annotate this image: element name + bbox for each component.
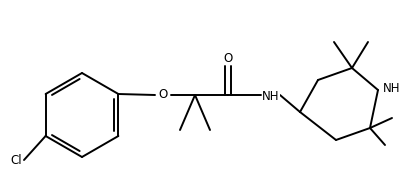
Text: NH: NH bbox=[383, 81, 400, 94]
Text: O: O bbox=[158, 89, 168, 102]
Text: Cl: Cl bbox=[10, 153, 22, 166]
Text: NH: NH bbox=[262, 91, 280, 103]
Text: O: O bbox=[223, 52, 233, 65]
